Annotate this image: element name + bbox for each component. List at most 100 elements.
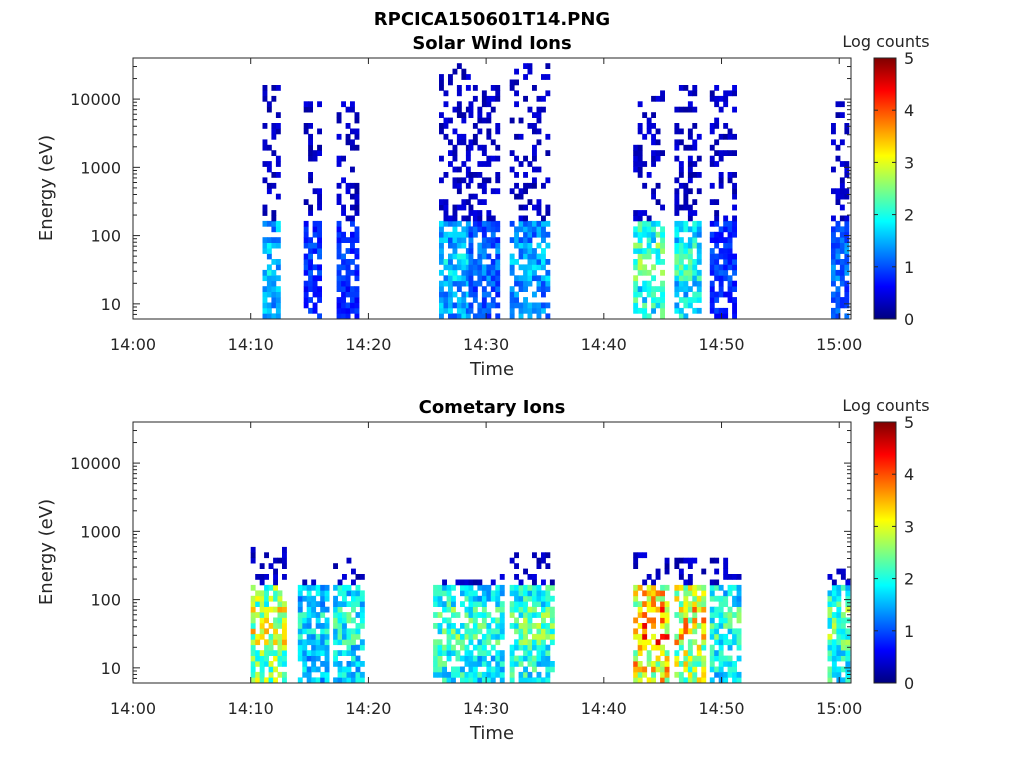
spectrogram-cell (518, 117, 524, 124)
spectrogram-cell (282, 617, 287, 624)
spectrogram-cell (465, 166, 471, 173)
spectrogram-cell (452, 237, 458, 243)
spectrogram-cell (633, 677, 639, 684)
spectrogram-cell (527, 595, 533, 602)
spectrogram-cell (844, 220, 850, 227)
spectrogram-cell (337, 677, 343, 684)
spectrogram-cell (687, 666, 693, 673)
spectrogram-cell (433, 590, 438, 597)
spectrogram-cell (536, 95, 542, 102)
spectrogram-cell (297, 595, 303, 602)
spectrogram-cell (456, 112, 462, 118)
spectrogram-cell (723, 639, 729, 646)
spectrogram-cell (545, 231, 551, 238)
spectrogram-cell (486, 677, 492, 684)
spectrogram-cell (718, 307, 724, 314)
spectrogram-cell (273, 666, 278, 673)
spectrogram-cell (637, 552, 643, 559)
spectrogram-cell (723, 677, 729, 684)
spectrogram-cell (844, 248, 850, 254)
spectrogram-cell (642, 307, 648, 314)
spectrogram-cell (683, 617, 689, 624)
spectrogram-cell (333, 677, 338, 684)
spectrogram-cell (696, 188, 702, 195)
spectrogram-cell (527, 237, 533, 243)
spectrogram-cell (443, 291, 449, 298)
spectrogram-cell (351, 568, 356, 575)
spectrogram-cell (490, 85, 496, 91)
spectrogram-cell (651, 623, 656, 629)
spectrogram-cell (336, 286, 342, 292)
spectrogram-cell (273, 655, 278, 662)
spectrogram-cell (723, 123, 729, 129)
spectrogram-cell (456, 133, 462, 140)
spectrogram-cell (701, 644, 707, 651)
spectrogram-cell (464, 677, 470, 684)
spectrogram-cell (262, 237, 268, 243)
spectrogram-cell (674, 193, 680, 200)
spectrogram-cell (651, 248, 656, 254)
spectrogram-cell (732, 172, 737, 178)
spectrogram-cell (336, 264, 342, 271)
spectrogram-cell (523, 188, 528, 195)
spectrogram-cell (646, 655, 652, 662)
y-tick-label: 1000 (80, 522, 121, 541)
spectrogram-cell (465, 144, 471, 151)
spectrogram-cell (523, 237, 528, 243)
spectrogram-cell (324, 661, 330, 667)
spectrogram-cell (714, 123, 720, 129)
spectrogram-cell (723, 269, 729, 276)
spectrogram-cell (701, 661, 707, 667)
spectrogram-cell (312, 150, 318, 156)
spectrogram-cell (277, 661, 283, 667)
spectrogram-cell (637, 128, 643, 135)
spectrogram-cell (275, 172, 281, 178)
spectrogram-cell (718, 584, 724, 591)
spectrogram-cell (439, 253, 444, 260)
spectrogram-cell (282, 628, 287, 635)
spectrogram-cell (637, 291, 643, 298)
spectrogram-cell (692, 584, 698, 591)
spectrogram-cell (545, 563, 551, 569)
spectrogram-cell (275, 161, 281, 167)
spectrogram-cell (268, 677, 274, 684)
spectrogram-cell (518, 220, 524, 227)
spectrogram-cell (696, 133, 702, 140)
spectrogram-cell (692, 85, 698, 91)
spectrogram-cell (271, 85, 277, 91)
spectrogram-cell (461, 177, 467, 184)
spectrogram-cell (541, 650, 546, 656)
spectrogram-cell (727, 280, 733, 287)
spectrogram-cell (674, 633, 680, 640)
spectrogram-cell (687, 128, 693, 135)
spectrogram-cell (448, 313, 453, 320)
spectrogram-cell (714, 199, 720, 205)
spectrogram-cell (660, 237, 665, 243)
y-tick-label: 1000 (80, 158, 121, 177)
spectrogram-cell (448, 259, 453, 265)
spectrogram-cell (448, 275, 453, 282)
spectrogram-cell (545, 595, 551, 602)
spectrogram-cell (446, 644, 452, 651)
spectrogram-cell (642, 133, 648, 140)
spectrogram-cell (527, 650, 533, 656)
spectrogram-cell (723, 275, 729, 282)
spectrogram-cell (701, 655, 707, 662)
spectrogram-cell (664, 677, 670, 684)
spectrogram-cell (477, 275, 483, 282)
spectrogram-cell (275, 128, 281, 135)
spectrogram-cell (714, 671, 720, 678)
spectrogram-cell (477, 106, 483, 113)
spectrogram-cell (312, 248, 318, 254)
spectrogram-cell (262, 307, 268, 314)
spectrogram-cell (433, 650, 438, 656)
spectrogram-cell (514, 655, 519, 662)
spectrogram-cell (282, 563, 287, 569)
spectrogram-cell (464, 661, 470, 667)
spectrogram-cell (333, 628, 338, 635)
spectrogram-cell (732, 215, 737, 222)
spectrogram-cell (273, 568, 278, 575)
spectrogram-cell (437, 628, 443, 635)
spectrogram-cell (311, 666, 317, 673)
spectrogram-cell (337, 617, 343, 624)
